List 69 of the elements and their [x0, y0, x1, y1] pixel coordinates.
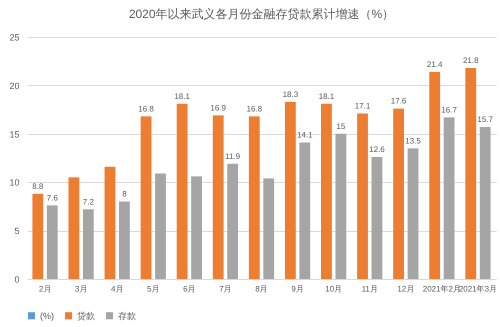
data-label: 11.9 — [225, 152, 241, 161]
x-tick-label: 10月 — [325, 284, 342, 294]
data-label: 16.8 — [246, 104, 263, 114]
bar — [212, 115, 224, 279]
data-label: 16.7 — [441, 105, 458, 114]
bar — [372, 157, 382, 279]
y-tick-label: 15 — [9, 129, 20, 140]
data-label: 16.9 — [210, 103, 227, 112]
bar — [480, 127, 491, 279]
data-label: 7.6 — [46, 193, 58, 202]
legend-label: 存款 — [118, 310, 136, 321]
bar — [284, 102, 296, 279]
x-tick-label: 8月 — [255, 284, 268, 294]
y-tick-label: 20 — [9, 80, 20, 91]
bar — [191, 176, 202, 279]
data-label: 8.8 — [32, 182, 44, 191]
x-tick-label: 3月 — [74, 284, 88, 294]
bar — [357, 113, 368, 279]
data-label: 21.4 — [426, 60, 443, 69]
data-label: 7.2 — [82, 197, 94, 206]
bar — [321, 104, 332, 279]
bar — [82, 209, 94, 279]
x-tick-label: 9月 — [291, 284, 304, 294]
bar — [299, 142, 310, 279]
bar — [444, 117, 455, 279]
bar — [155, 173, 166, 279]
y-tick-label: 0 — [14, 274, 20, 284]
data-label: 17.1 — [354, 101, 371, 110]
x-tick-label: 6月 — [183, 284, 196, 294]
x-tick-label: 2月 — [38, 284, 52, 294]
bar — [118, 202, 130, 279]
bar — [393, 108, 404, 279]
legend-label: (%) — [40, 310, 54, 321]
data-label: 18.1 — [318, 92, 335, 101]
y-tick-label: 25 — [9, 32, 20, 42]
y-tick-label: 10 — [9, 178, 20, 188]
chart-title: 2020年以来武义各月份金融存贷款累计增速（%） — [128, 7, 394, 21]
bar — [32, 194, 44, 279]
bar — [176, 104, 188, 279]
bar — [335, 134, 346, 279]
data-label: 21.8 — [462, 56, 480, 65]
data-label: 14.1 — [297, 130, 314, 140]
x-tick-label: 11月 — [362, 284, 378, 294]
bar — [68, 177, 80, 279]
x-tick-label: 2021年3月 — [458, 284, 498, 294]
data-label: 18.3 — [282, 90, 299, 99]
bar — [429, 72, 440, 279]
data-label: 12.6 — [369, 145, 386, 154]
data-label: 18.1 — [174, 92, 190, 101]
legend-label: 贷款 — [77, 310, 95, 321]
x-tick-label: 4月 — [110, 284, 124, 294]
bar — [465, 68, 476, 279]
bar — [408, 148, 418, 279]
x-tick-label: 12月 — [397, 284, 414, 294]
bar — [248, 116, 260, 279]
data-label: 15 — [336, 122, 346, 131]
data-label: 8 — [122, 190, 128, 199]
y-tick-label: 5 — [14, 226, 20, 236]
bar — [46, 205, 58, 279]
bar — [263, 178, 274, 279]
data-label: 15.7 — [477, 115, 494, 124]
bar — [140, 116, 152, 279]
bar — [104, 166, 116, 279]
bar — [227, 164, 238, 279]
data-label: 13.5 — [405, 136, 422, 146]
x-tick-label: 5月 — [147, 284, 160, 294]
x-tick-label: 7月 — [219, 284, 232, 294]
data-label: 16.8 — [138, 104, 154, 114]
data-label: 17.6 — [390, 96, 407, 106]
